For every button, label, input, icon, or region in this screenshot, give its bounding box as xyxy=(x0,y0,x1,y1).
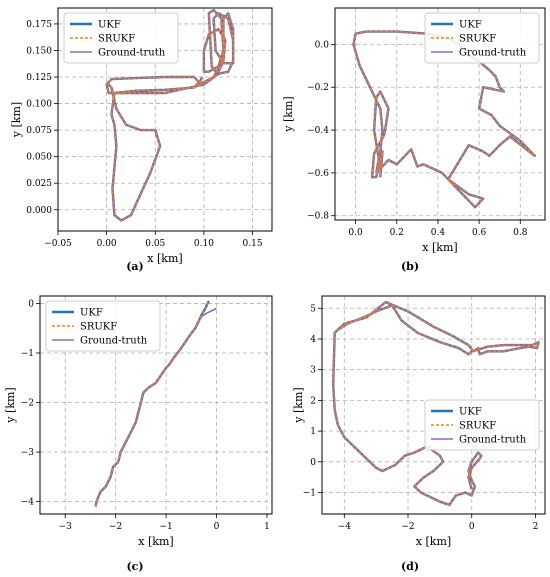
y-axis-label: y [km] xyxy=(4,387,17,423)
x-axis-label: x [km] xyxy=(147,252,182,265)
chart-panel-b: 0.0 0.2 0.4 0.6 0.8 −0.8 −0.6 −0.4 −0.2 0.0 x [km]… xyxy=(282,7,546,273)
legend-entry-label: Ground-truth xyxy=(80,336,148,347)
panel-caption: (a) xyxy=(126,260,144,273)
series-srukf-line xyxy=(105,9,234,222)
y-tick-label: 4 xyxy=(310,335,316,345)
x-tick-label: 0 xyxy=(469,522,475,532)
legend-box xyxy=(63,12,179,64)
series-srukf-line xyxy=(94,300,210,507)
y-axis-label: y [km] xyxy=(292,387,305,423)
x-tick-label: 0.10 xyxy=(194,239,214,249)
y-axis-label: y [km] xyxy=(10,102,23,138)
legend: UKF SRUKF Ground-truth xyxy=(45,300,161,352)
y-tick-label: −1 xyxy=(21,349,34,359)
y-tick-label: 0.100 xyxy=(26,100,52,110)
x-tick-label: 0.6 xyxy=(472,228,487,238)
y-tick-label: 5 xyxy=(310,304,316,314)
x-tick-label: −2 xyxy=(109,522,122,532)
x-tick-label: −0.05 xyxy=(44,239,72,249)
x-tick-label: −2 xyxy=(401,522,414,532)
y-tick-label: 1 xyxy=(310,427,316,437)
y-tick-label: −3 xyxy=(21,448,35,458)
y-tick-label: −1 xyxy=(303,489,316,499)
x-axis-label: x [km] xyxy=(422,241,457,254)
chart-panel-c: −3 −2 −1 0 1 −4 −3 −2 −1 0 x [km] y [km] (c) UKF SRUKF… xyxy=(4,295,273,573)
y-tick-label: −0.6 xyxy=(307,169,329,179)
panel-caption: (b) xyxy=(401,260,419,273)
y-axis-label: y [km] xyxy=(282,96,295,132)
legend-entry-label: UKF xyxy=(459,407,482,418)
series-srukf-line xyxy=(332,301,540,410)
x-tick-label: 0.05 xyxy=(145,239,165,249)
plot-frame xyxy=(321,295,546,515)
x-tick-label: 0.15 xyxy=(243,239,263,249)
x-tick-label: 2 xyxy=(533,522,539,532)
y-tick-label: −0.4 xyxy=(307,126,329,136)
legend-entry-label: SRUKF xyxy=(80,322,117,333)
y-tick-label: −0.8 xyxy=(307,212,329,222)
y-tick-label: 0 xyxy=(310,458,316,468)
panel-caption: (d) xyxy=(401,560,419,573)
legend-entry-label: UKF xyxy=(459,20,482,31)
legend-box xyxy=(45,300,161,352)
x-tick-label: 0.2 xyxy=(390,228,404,238)
y-tick-label: 0.050 xyxy=(26,153,52,163)
x-tick-label: −1 xyxy=(159,522,172,532)
legend: UKF SRUKF Ground-truth xyxy=(424,399,540,451)
x-tick-label: 0.0 xyxy=(348,228,363,238)
plot-frame xyxy=(39,295,273,515)
legend-box xyxy=(424,12,540,64)
x-tick-label: −4 xyxy=(338,522,352,532)
y-tick-label: 2 xyxy=(310,396,316,406)
y-tick-label: 0.175 xyxy=(26,20,52,30)
x-tick-label: 0.4 xyxy=(431,228,446,238)
y-tick-label: 0.0 xyxy=(315,40,330,50)
chart-panel-a: −0.05 0.00 0.05 0.10 0.15 0.000 0.025 0.050 0.07… xyxy=(10,7,273,273)
plot-frame xyxy=(334,7,546,221)
y-tick-label: 0.075 xyxy=(26,126,52,136)
x-axis-label: x [km] xyxy=(416,535,451,548)
x-axis-label: x [km] xyxy=(138,535,173,548)
legend: UKF SRUKF Ground-truth xyxy=(63,12,179,64)
y-tick-label: −0.2 xyxy=(307,83,329,93)
y-tick-label: 0.150 xyxy=(26,46,52,56)
x-tick-label: 1 xyxy=(264,522,270,532)
legend: UKF SRUKF Ground-truth xyxy=(424,12,540,64)
x-tick-label: 0.8 xyxy=(513,228,528,238)
y-tick-label: −4 xyxy=(21,498,35,508)
series-srukf-line-lower xyxy=(334,409,482,506)
legend-entry-label: Ground-truth xyxy=(459,48,527,59)
legend-entry-label: SRUKF xyxy=(98,34,135,45)
x-tick-label: −3 xyxy=(59,522,73,532)
legend-entry-label: Ground-truth xyxy=(459,435,527,446)
legend-entry-label: UKF xyxy=(80,308,103,319)
series-srukf-line xyxy=(352,30,536,208)
x-tick-label: 0 xyxy=(214,522,220,532)
legend-entry-label: SRUKF xyxy=(459,34,496,45)
y-tick-label: 0 xyxy=(28,299,34,309)
y-tick-label: 0.000 xyxy=(26,206,52,216)
y-tick-label: −2 xyxy=(21,399,34,409)
x-tick-label: 0.00 xyxy=(97,239,117,249)
legend-entry-label: Ground-truth xyxy=(98,48,166,59)
y-tick-label: 3 xyxy=(310,366,316,376)
legend-entry-label: SRUKF xyxy=(459,421,496,432)
plot-frame xyxy=(57,7,273,232)
panel-caption: (c) xyxy=(126,560,143,573)
legend-box xyxy=(424,399,540,451)
legend-entry-label: UKF xyxy=(98,20,121,31)
y-tick-label: 0.025 xyxy=(26,179,52,189)
chart-panel-d: −4 −2 0 2 −1 0 1 2 3 4 5 x [km] y [km] (d) UKF SRUKF Gro… xyxy=(292,295,546,573)
y-tick-label: 0.125 xyxy=(26,73,52,83)
